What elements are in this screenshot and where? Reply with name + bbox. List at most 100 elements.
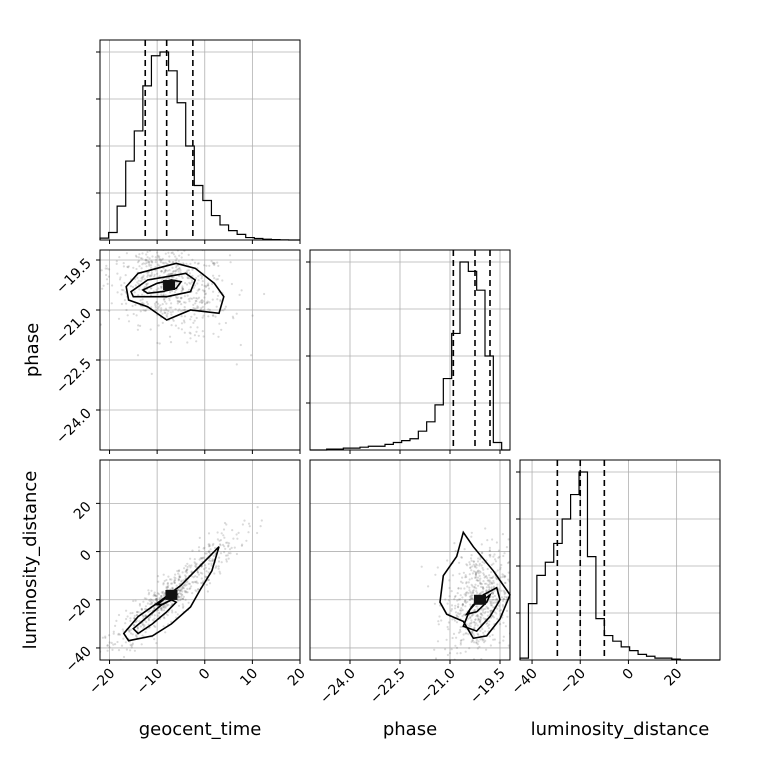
sample-point (181, 276, 184, 280)
sample-point (500, 563, 503, 567)
sample-point (176, 569, 179, 573)
sample-point (139, 310, 142, 313)
sample-point (125, 664, 127, 666)
sample-point (208, 543, 211, 546)
sample-point (176, 613, 179, 616)
sample-point (464, 599, 467, 602)
sample-point (126, 265, 129, 268)
sample-point (129, 649, 132, 652)
sample-point (469, 597, 473, 600)
sample-point (235, 552, 238, 556)
sample-point (223, 536, 226, 539)
sample-point (181, 606, 185, 609)
sample-point (208, 550, 211, 554)
sample-point (463, 587, 466, 590)
sample-point (158, 612, 161, 615)
sample-point (180, 328, 183, 331)
sample-point (465, 632, 468, 635)
sample-point (212, 554, 215, 558)
sample-point (492, 555, 495, 558)
sample-point (150, 598, 153, 602)
sample-point (129, 619, 132, 623)
sample-point (462, 571, 465, 574)
sample-point (448, 579, 451, 582)
sample-point (183, 583, 186, 586)
sample-point (193, 261, 197, 264)
sample-point (496, 569, 499, 572)
sample-point (108, 309, 111, 312)
sample-point (457, 615, 460, 619)
sample-point (471, 572, 474, 575)
sample-point (450, 609, 453, 612)
sample-point (147, 260, 150, 263)
sample-point (228, 542, 231, 545)
sample-point (161, 279, 164, 282)
sample-point (488, 586, 491, 589)
sample-point (468, 647, 471, 650)
sample-point (504, 591, 507, 595)
sample-point (491, 592, 494, 596)
hist-panel-geocent_time (96, 39, 301, 241)
sample-point (157, 580, 160, 583)
sample-point (471, 565, 474, 568)
sample-point (122, 637, 125, 640)
sample-point (160, 307, 163, 310)
density-peak (163, 280, 176, 290)
sample-point (472, 613, 475, 616)
sample-point (208, 301, 211, 304)
sample-point (197, 334, 200, 337)
sample-point (198, 288, 201, 291)
sample-point (195, 297, 198, 300)
sample-point (195, 563, 198, 567)
sample-point (466, 600, 469, 603)
sample-point (469, 661, 471, 663)
sample-point (173, 245, 175, 247)
sample-point (179, 589, 182, 592)
sample-point (166, 582, 169, 586)
sample-point (111, 284, 114, 287)
sample-point (105, 264, 108, 267)
sample-point (130, 644, 133, 647)
sample-point (196, 282, 199, 285)
sample-point (125, 308, 128, 312)
sample-point (172, 319, 175, 322)
sample-point (464, 605, 467, 608)
sample-point (181, 287, 184, 290)
sample-point (157, 302, 160, 305)
histogram-geocent_time (99, 51, 300, 241)
sample-point (144, 614, 147, 617)
sample-point (470, 666, 472, 668)
sample-point (474, 618, 477, 621)
sample-point (195, 292, 198, 295)
sample-point (140, 277, 143, 280)
sample-point (175, 297, 178, 300)
sample-point (150, 589, 153, 592)
sample-point (491, 633, 494, 637)
y-tick-label-luminosity_distance: 0 (77, 547, 95, 565)
sample-point (502, 597, 505, 600)
panel-frame (99, 459, 301, 661)
sample-point (453, 619, 457, 622)
sample-point (235, 533, 238, 536)
sample-point (147, 616, 150, 620)
sample-point (129, 663, 131, 665)
sample-point (105, 273, 108, 277)
sample-point (189, 318, 192, 321)
sample-point (467, 633, 470, 636)
sample-point (170, 272, 173, 276)
sample-point (460, 607, 463, 610)
sample-point (146, 256, 149, 259)
sample-point (160, 607, 163, 611)
sample-point (224, 321, 227, 325)
sample-point (175, 584, 178, 587)
panel-bg (100, 460, 300, 660)
sample-point (479, 612, 482, 615)
sample-point (202, 308, 205, 311)
sample-point (200, 557, 203, 560)
sample-point (471, 590, 474, 593)
sample-point (145, 283, 148, 286)
sample-point (465, 563, 468, 566)
sample-point (173, 581, 176, 585)
sample-point (187, 269, 190, 272)
sample-point (188, 564, 191, 567)
